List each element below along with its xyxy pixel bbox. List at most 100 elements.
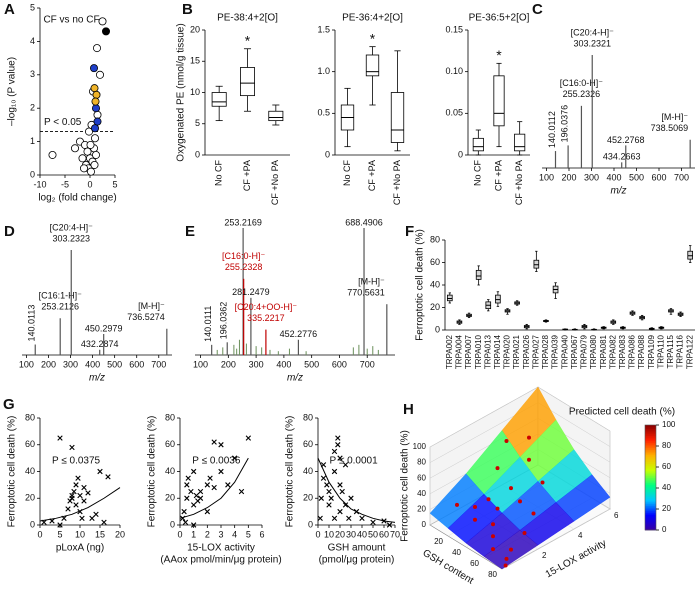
x-tick-label: TRPA014: [493, 334, 502, 369]
colorbar-slice: [645, 454, 656, 457]
colorbar-tick-label: 60: [662, 462, 671, 471]
panel-title: PE-36:5+2[O]: [469, 13, 530, 24]
point: [346, 515, 352, 522]
x-tick-label: TRPA081: [599, 334, 608, 369]
colorbar-slice: [645, 472, 656, 475]
point: [57, 522, 63, 528]
point: [211, 439, 217, 445]
point: [331, 515, 338, 522]
point: [81, 498, 87, 504]
point: [381, 518, 387, 524]
point: [339, 488, 345, 495]
point: [218, 442, 224, 448]
x-tick-label: 100: [193, 359, 208, 369]
y-tick-label: 4: [578, 531, 583, 540]
x-tick-label: 80: [488, 570, 497, 579]
x-tick-label: 0: [177, 529, 182, 539]
y-tick-label: 0: [195, 149, 200, 159]
point: [455, 502, 459, 507]
point: [328, 495, 334, 501]
panel-letter: E: [185, 223, 195, 240]
y-tick-label: 0.15: [445, 24, 463, 34]
point: [238, 488, 245, 495]
point: [77, 508, 83, 515]
x-tick-label: 6: [259, 529, 264, 539]
point: [71, 144, 80, 153]
x-tick-label: TRPA122: [685, 334, 694, 369]
x-tick-label: 40: [357, 529, 367, 539]
point: [97, 468, 103, 475]
y-tick-label: 20: [303, 493, 313, 503]
x-tick-label: 60: [379, 529, 389, 539]
point: [188, 488, 194, 495]
x-tick-label: 300: [249, 359, 264, 369]
colorbar-slice: [645, 507, 656, 510]
colorbar-slice: [645, 479, 656, 482]
x-tick-label: 200: [221, 359, 236, 369]
y-tick-label: 40: [165, 466, 175, 476]
point: [71, 488, 77, 495]
y-tick-label: 0: [30, 519, 35, 529]
z-tick-label: 80: [417, 458, 426, 467]
y-tick-label: 0: [308, 519, 313, 529]
colorbar-slice: [645, 528, 656, 531]
peak-label: 452.2776: [280, 329, 318, 339]
y-tick-label: 6: [614, 511, 619, 520]
colorbar-slice: [645, 521, 656, 524]
point: [218, 468, 224, 475]
panel-letter: H: [403, 401, 414, 418]
colorbar-slice: [645, 481, 656, 484]
point: [509, 547, 513, 552]
x-axis-label: GSH amount: [328, 543, 386, 554]
x-tick-label: 600: [129, 359, 144, 369]
colorbar-slice: [645, 514, 656, 517]
point: [57, 435, 63, 441]
x-tick-label: CF +No PA: [392, 160, 402, 205]
y-tick-label: 60: [303, 439, 313, 449]
colorbar-slice: [645, 493, 656, 496]
point: [193, 492, 200, 499]
peak-label: 736.5274: [127, 312, 165, 322]
point: [211, 484, 217, 491]
colorbar-slice: [645, 426, 656, 429]
point: [207, 475, 213, 481]
panel-letter: C: [532, 1, 543, 18]
colorbar-slice: [645, 502, 656, 505]
point: [93, 511, 99, 517]
point: [231, 455, 238, 461]
point: [73, 482, 79, 488]
x-tick-label: 60: [470, 559, 479, 568]
y-tick-label: 0: [30, 169, 35, 179]
ion-label: [C16:1-H]⁻: [39, 291, 83, 301]
annotation: P ≤ 0.0375: [52, 455, 101, 466]
colorbar-tick-label: 80: [662, 441, 671, 450]
x-tick-label: TRPA021: [512, 334, 521, 369]
point: [386, 522, 393, 528]
point: [81, 484, 87, 491]
x-tick-label: 600: [651, 172, 666, 182]
colorbar-slice: [645, 447, 656, 450]
point: [326, 502, 332, 508]
point: [190, 502, 197, 508]
x-tick-label: TRPA028: [541, 334, 550, 369]
colorbar-slice: [645, 486, 656, 489]
point: [245, 435, 252, 441]
x-tick-label: -10: [33, 179, 46, 189]
point: [48, 150, 57, 159]
colorbar-slice: [645, 470, 656, 473]
y-tick-label: 40: [303, 466, 313, 476]
y-tick-label: 60: [165, 439, 175, 449]
x-tick-label: 10: [324, 529, 334, 539]
colorbar-slice: [645, 460, 656, 463]
colorbar-frame: [644, 424, 657, 531]
point: [85, 490, 91, 496]
point: [79, 515, 85, 522]
y-tick-label: 5: [195, 118, 200, 128]
y-axis-label: Ferroptotic cell death (%): [415, 229, 426, 341]
point: [83, 147, 92, 156]
peak-label: 253.2169: [224, 217, 262, 227]
point: [335, 435, 341, 441]
point: [93, 110, 102, 119]
point: [370, 519, 376, 526]
y-axis-label: 15-LOX activity: [544, 538, 609, 580]
